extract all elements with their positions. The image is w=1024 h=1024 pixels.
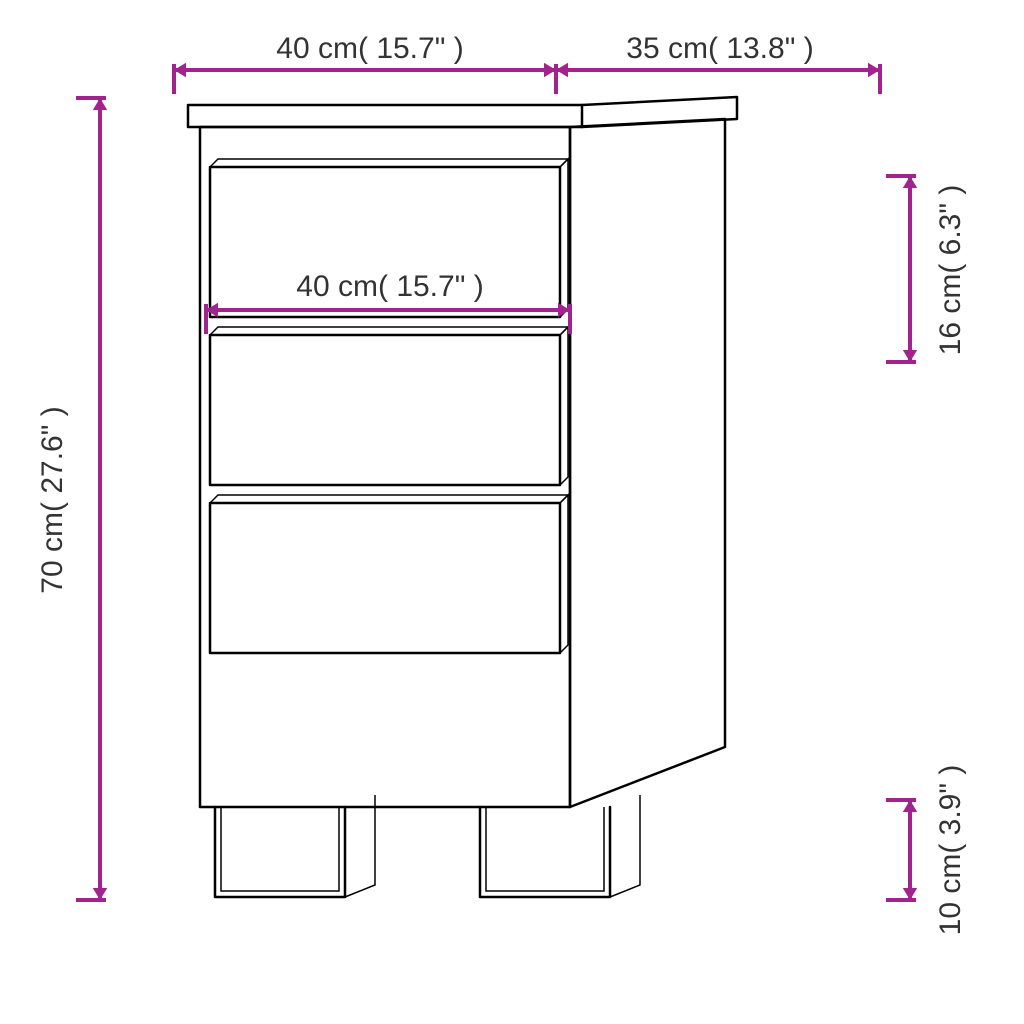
- cabinet-drawing: [188, 97, 737, 897]
- dim-label-width_top: 40 cm( 15.7" ): [276, 32, 463, 65]
- dim-label-drawer_width: 40 cm( 15.7" ): [296, 270, 483, 303]
- dimension-diagram: 40 cm( 15.7" ) 35 cm( 13.8" ) 70 cm( 27.6"…: [0, 0, 1024, 1024]
- dim-label-leg_height: 10 cm( 3.9" ): [934, 765, 967, 936]
- dim-label-height_left: 70 cm( 27.6" ): [36, 406, 69, 593]
- dim-label-depth_top: 35 cm( 13.8" ): [626, 32, 813, 65]
- dim-label-drawer_height: 16 cm( 6.3" ): [934, 185, 967, 356]
